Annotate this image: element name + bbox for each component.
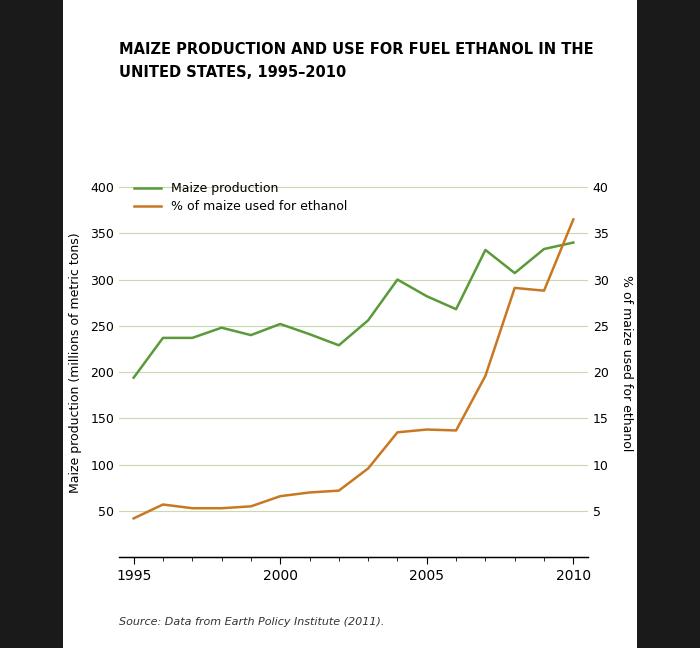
Legend: Maize production, % of maize used for ethanol: Maize production, % of maize used for et… — [130, 179, 351, 217]
Text: MAIZE PRODUCTION AND USE FOR FUEL ETHANOL IN THE: MAIZE PRODUCTION AND USE FOR FUEL ETHANO… — [119, 42, 594, 57]
Y-axis label: % of maize used for ethanol: % of maize used for ethanol — [620, 275, 633, 451]
Text: UNITED STATES, 1995–2010: UNITED STATES, 1995–2010 — [119, 65, 346, 80]
Bar — [63, 0, 637, 648]
Text: Source: Data from Earth Policy Institute (2011).: Source: Data from Earth Policy Institute… — [119, 617, 384, 627]
Y-axis label: Maize production (millions of metric tons): Maize production (millions of metric ton… — [69, 233, 82, 493]
